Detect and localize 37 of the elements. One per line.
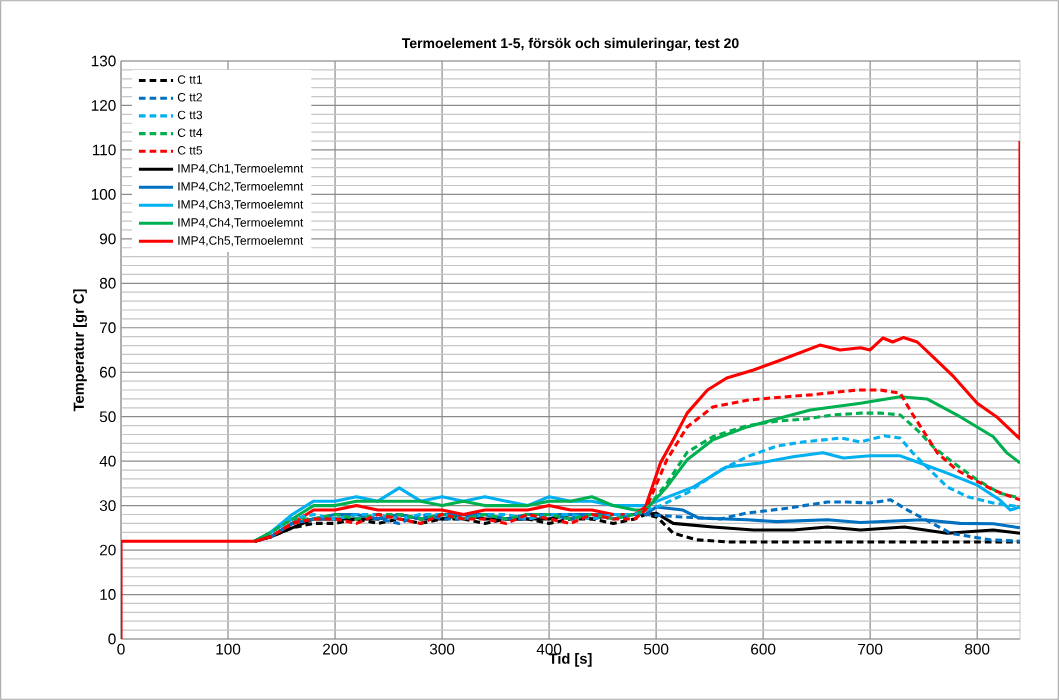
x-tick-label: 0 [117, 643, 125, 655]
x-tick-label: 300 [429, 643, 455, 655]
legend-label: C tt4 [177, 128, 203, 137]
y-tick-label: 100 [91, 188, 116, 200]
x-tick-label: 600 [751, 643, 776, 655]
x-tick-label: 200 [323, 643, 348, 655]
legend-label: C tt5 [177, 146, 203, 155]
x-tick-label: 500 [643, 643, 669, 655]
y-tick-label: 110 [93, 144, 116, 156]
y-tick-label: 60 [100, 366, 116, 378]
y-tick-label: 30 [99, 500, 116, 512]
x-tick-label: 100 [216, 643, 241, 655]
y-tick-label: 90 [99, 233, 116, 245]
x-tick-label: 800 [965, 643, 990, 655]
x-axis-title: Tid [s] [548, 653, 592, 667]
y-tick-label: 120 [91, 100, 116, 111]
y-tick-label: 50 [99, 411, 116, 423]
chart-title: Termoelement 1-5, försök och simuleringar, test 20 [401, 37, 739, 51]
legend-label: C tt1 [177, 75, 203, 84]
line-series [269, 498, 1020, 543]
y-tick-label: 0 [108, 633, 116, 645]
y-tick-label: 40 [99, 455, 116, 467]
y-tick-label: 10 [100, 589, 116, 600]
legend-label: IMP4,Ch4,Termoelemnt [178, 217, 304, 229]
legend-label: IMP4,Ch1,Termoelemnt [178, 163, 304, 175]
legend-label: IMP4,Ch5,Termoelemnt [178, 235, 304, 247]
legend-label: IMP4,Ch3,Termoelemnt [178, 199, 304, 211]
y-tick-label: 70 [100, 322, 116, 334]
y-axis-title: Temperatur [gr C] [73, 289, 87, 412]
y-tick-label: 20 [100, 544, 116, 556]
legend-label: C tt3 [177, 110, 203, 120]
x-tick-label: 400 [536, 643, 562, 655]
y-tick-label: 80 [99, 277, 116, 289]
y-tick-label: 130 [91, 55, 116, 67]
legend-label: C tt2 [177, 92, 202, 102]
legend-label: IMP4,Ch2,Termoelemnt [178, 181, 304, 193]
x-tick-label: 700 [858, 643, 883, 655]
